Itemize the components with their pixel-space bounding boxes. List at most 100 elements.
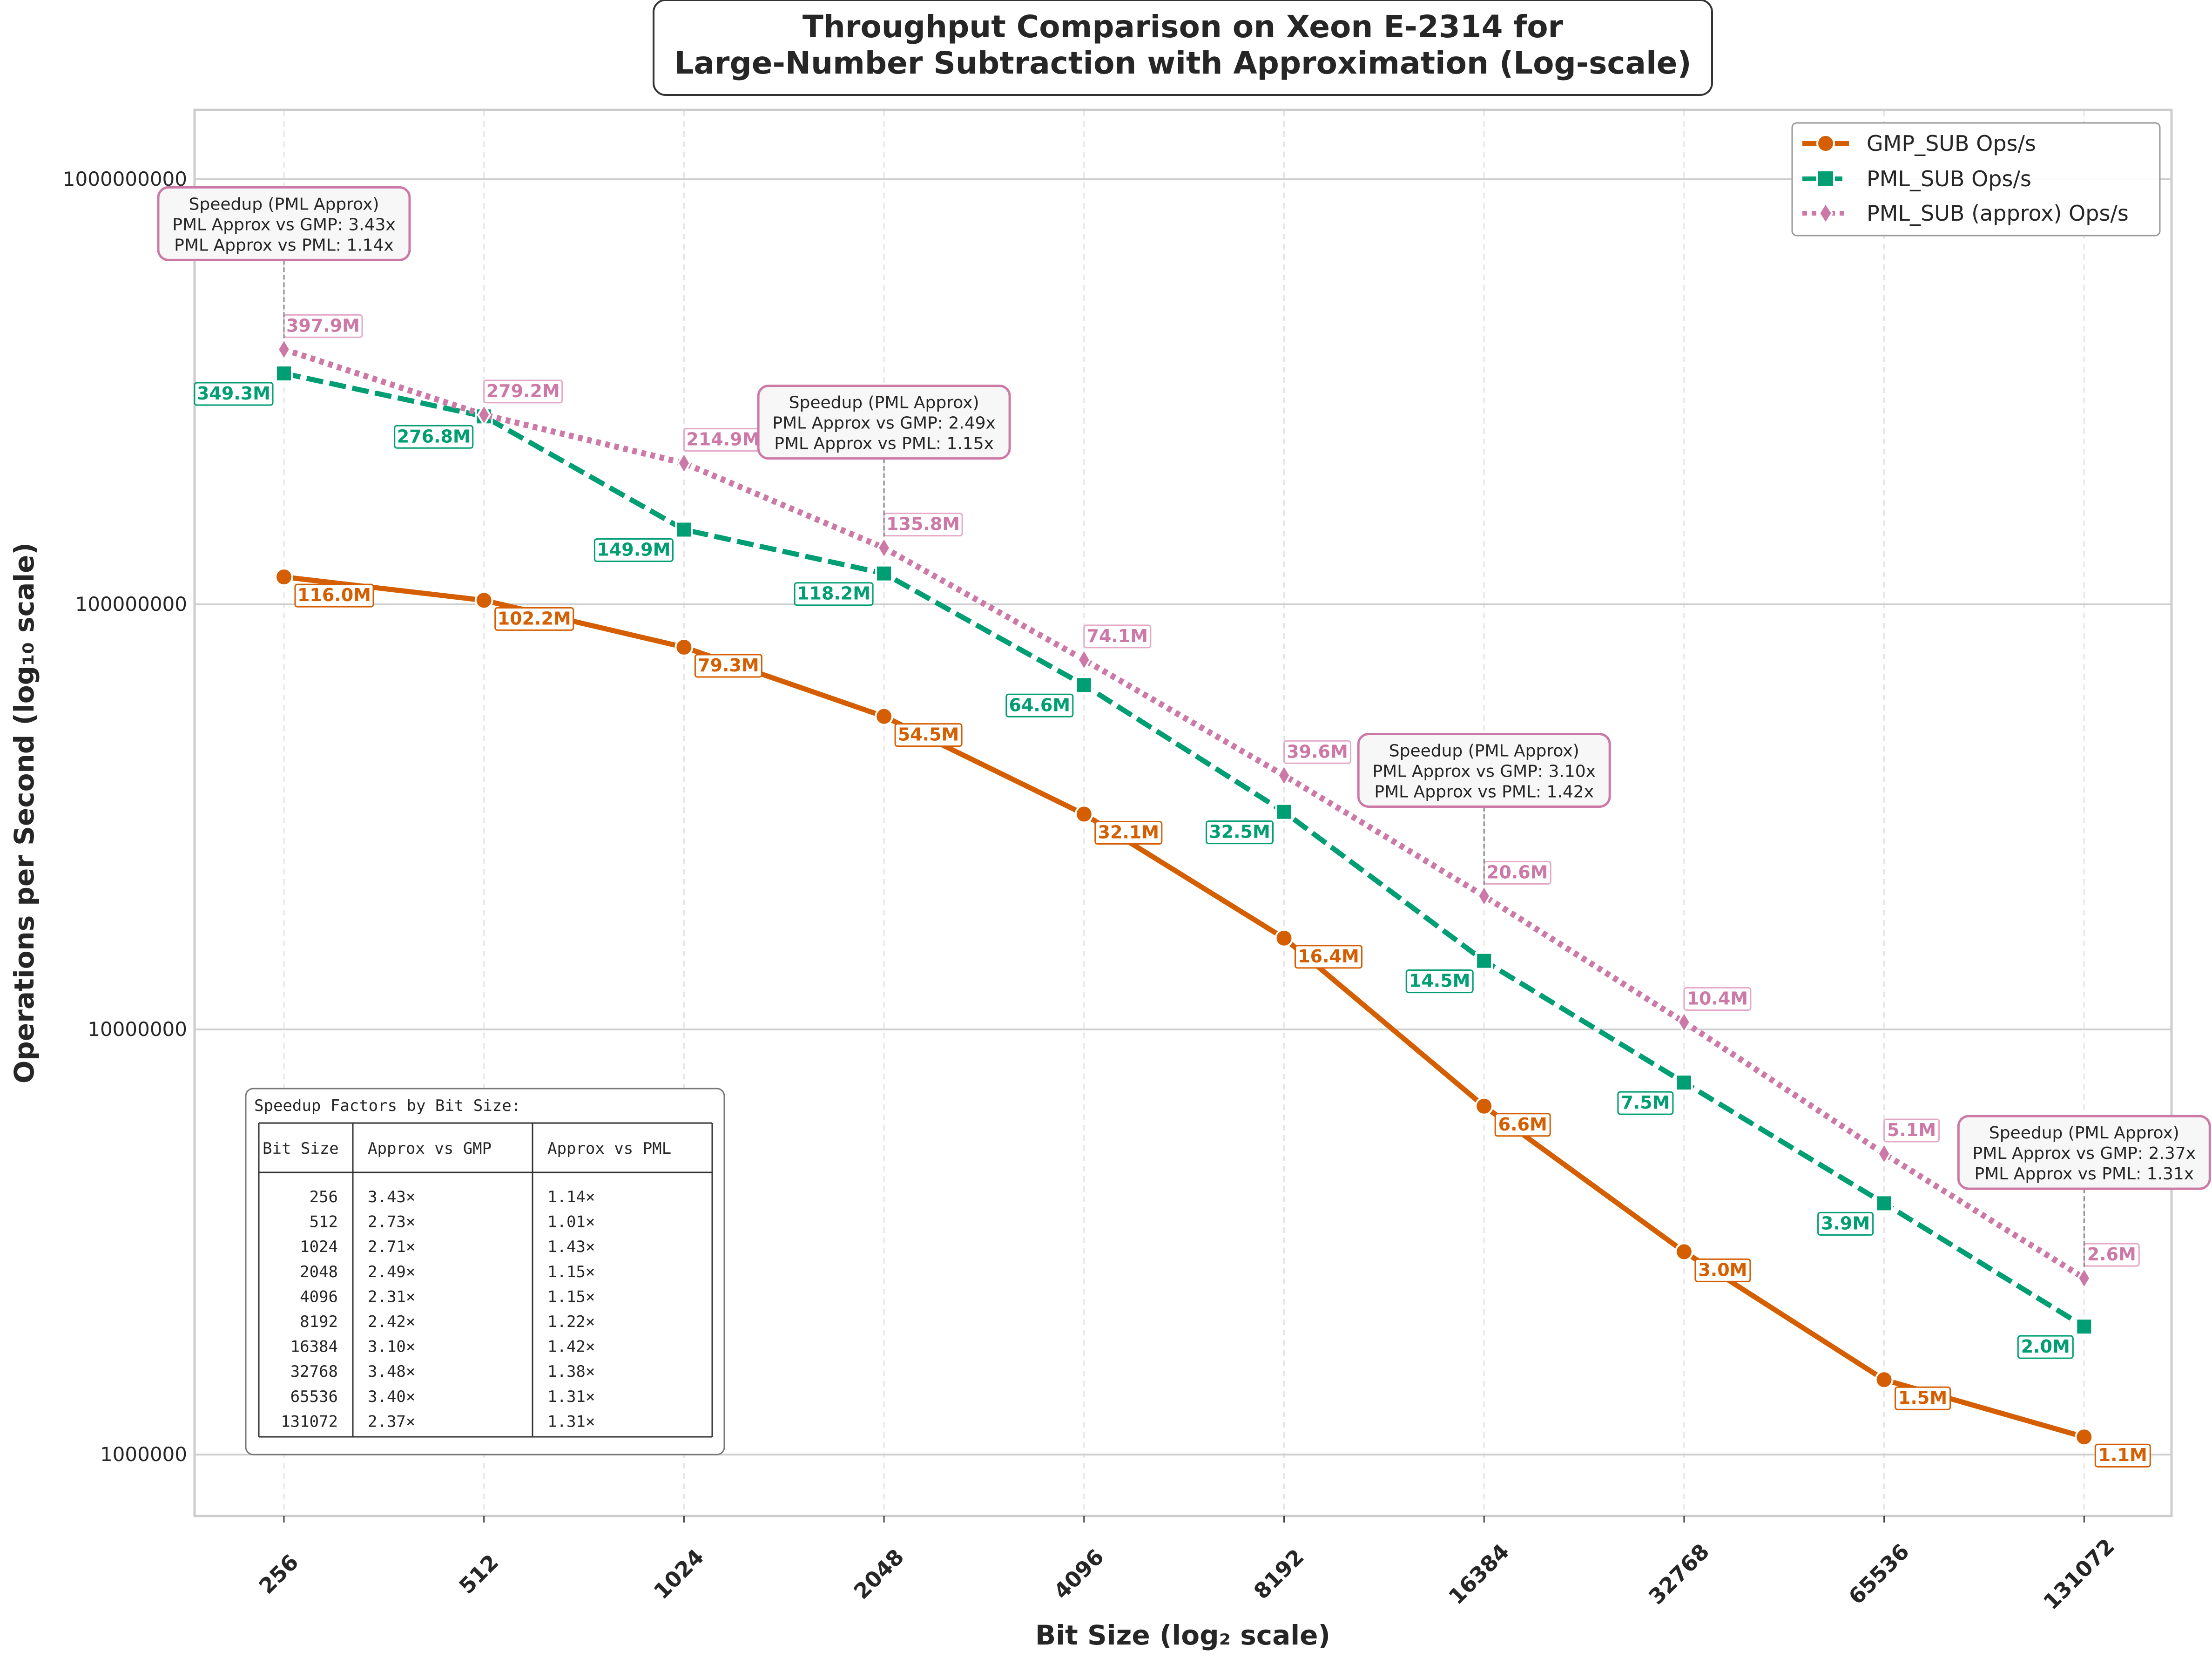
data-label: 7.5M xyxy=(1621,1092,1670,1113)
pml-point xyxy=(1075,676,1093,694)
annotation-box xyxy=(1957,1115,2211,1190)
data-label: 5.1M xyxy=(1887,1120,1936,1140)
pml-point xyxy=(275,365,293,383)
data-label-box xyxy=(1617,1091,1674,1115)
speedup-table-box xyxy=(245,1088,725,1455)
table-cell-approx-vs-gmp: 3.40× xyxy=(368,1388,415,1406)
pml-approx-point xyxy=(2077,1266,2091,1291)
annotation-text: Speedup (PML Approx) xyxy=(189,195,379,214)
legend-label-gmp: GMP_SUB Ops/s xyxy=(1867,131,2036,156)
table-cell-bit-size: 65536 xyxy=(290,1388,338,1406)
pml-approx-point xyxy=(276,337,291,362)
pml-point xyxy=(1875,1194,1893,1212)
data-label: 149.9M xyxy=(597,539,670,560)
pml-approx-point xyxy=(1477,884,1491,908)
data-label: 2.6M xyxy=(2087,1244,2136,1265)
table-cell-bit-size: 4096 xyxy=(300,1287,338,1306)
data-label-box xyxy=(2083,1243,2140,1267)
data-label: 3.9M xyxy=(1821,1213,1870,1233)
table-cell-bit-size: 2048 xyxy=(300,1263,338,1281)
legend-item-pml: PML_SUB Ops/s xyxy=(1802,166,2031,191)
data-label-box xyxy=(593,538,674,562)
data-label-box xyxy=(1694,1258,1751,1282)
annotation-box xyxy=(157,186,411,261)
data-label: 397.9M xyxy=(286,315,360,336)
legend-marker-pml-approx xyxy=(1818,201,1834,225)
table-cell-approx-vs-pml: 1.22× xyxy=(547,1313,595,1331)
annotation-layer: Speedup (PML Approx) PML Approx vs GMP: 3… xyxy=(157,186,2211,1267)
gmp-point xyxy=(1674,1242,1693,1261)
data-label: 16.4M xyxy=(1298,946,1359,967)
data-label: 3.0M xyxy=(1698,1259,1747,1280)
data-label-box xyxy=(294,583,374,608)
y-tick-label: 1000000 xyxy=(100,1443,187,1466)
data-label-box xyxy=(1206,820,1274,845)
data-label-box xyxy=(283,314,363,338)
data-label: 20.6M xyxy=(1487,862,1548,882)
pml-approx-point xyxy=(1077,647,1092,672)
series-line-1 xyxy=(283,371,2086,1329)
annotation-text: PML Approx vs PML: 1.15x xyxy=(774,434,994,453)
table-rows: 256 3.43× 1.14× 512 2.73× 1.01× 1024 2.71× 1.43×… xyxy=(281,1188,595,1431)
gmp-point xyxy=(875,707,894,726)
table-cell-approx-vs-pml: 1.42× xyxy=(547,1338,595,1356)
data-label: 102.2M xyxy=(498,608,571,629)
data-label: 32.1M xyxy=(1098,822,1160,843)
table-cell-approx-vs-gmp: 2.37× xyxy=(368,1412,415,1431)
speedup-table-title: Speedup Factors by Bit Size: xyxy=(254,1096,521,1115)
data-label-box xyxy=(2017,1335,2074,1359)
data-label: 349.3M xyxy=(197,383,270,404)
data-label-box xyxy=(1483,860,1551,885)
annotation-text: PML Approx vs GMP: 3.10x xyxy=(1372,762,1595,781)
data-label-box xyxy=(894,723,963,747)
annotation-box xyxy=(1357,732,1611,808)
gmp-point xyxy=(275,568,293,587)
x-axis-title: Bit Size (log₂ scale) xyxy=(1035,1619,1330,1651)
annotation-box xyxy=(757,385,1011,460)
chart-title-line-1: Throughput Comparison on Xeon E-2314 for xyxy=(803,9,1564,45)
pml-approx-point xyxy=(1877,1142,1891,1166)
series-layer xyxy=(275,337,2094,1447)
annotation-text: Speedup (PML Approx) xyxy=(1989,1124,2179,1143)
annotation-text: PML Approx vs GMP: 2.37x xyxy=(1973,1144,2196,1163)
gmp-point xyxy=(474,591,493,610)
data-label-box xyxy=(483,379,563,404)
pml-point xyxy=(1675,1074,1693,1092)
pml-point xyxy=(875,564,893,582)
gmp-point xyxy=(1475,1096,1494,1116)
data-label-box xyxy=(1083,624,1152,649)
table-cell-bit-size: 16384 xyxy=(290,1338,338,1356)
annotation-text: PML Approx vs PML: 1.42x xyxy=(1374,782,1594,801)
legend-item-gmp: GMP_SUB Ops/s xyxy=(1802,131,2036,156)
gmp-point xyxy=(1875,1370,1894,1389)
legend-marker-gmp xyxy=(1816,134,1835,153)
data-label: 10.4M xyxy=(1687,988,1748,1008)
data-label: 6.6M xyxy=(1498,1114,1547,1135)
annotation-text: Speedup (PML Approx) xyxy=(789,393,979,413)
data-label-box xyxy=(694,654,762,678)
pml-point xyxy=(675,521,693,539)
annotation-text: PML Approx vs PML: 1.31x xyxy=(1974,1164,2194,1184)
data-label: 2.0M xyxy=(2021,1336,2070,1357)
data-label-box xyxy=(494,607,574,631)
series-line-0 xyxy=(283,574,2085,1440)
data-label-box xyxy=(1094,821,1163,845)
y-tick-label: 100000000 xyxy=(75,593,188,616)
table-cell-approx-vs-gmp: 2.73× xyxy=(368,1213,415,1232)
data-label-box xyxy=(1005,693,1074,717)
table-cell-approx-vs-pml: 1.38× xyxy=(547,1362,595,1381)
data-label: 64.6M xyxy=(1009,695,1071,715)
data-label: 1.5M xyxy=(1898,1388,1947,1408)
annotation-text: PML Approx vs GMP: 2.49x xyxy=(772,414,995,433)
data-label: 74.1M xyxy=(1087,626,1148,646)
table-cell-bit-size: 1024 xyxy=(300,1238,338,1256)
table-cell-approx-vs-gmp: 3.43× xyxy=(368,1188,415,1206)
y-tick-label: 10000000 xyxy=(88,1018,187,1041)
pml-approx-point xyxy=(477,402,492,427)
pml-point xyxy=(1275,803,1293,821)
table-cell-approx-vs-gmp: 2.31× xyxy=(368,1287,415,1306)
data-label: 79.3M xyxy=(698,655,759,676)
data-label-box xyxy=(1883,1118,1940,1143)
data-label-box xyxy=(1895,1386,1951,1410)
